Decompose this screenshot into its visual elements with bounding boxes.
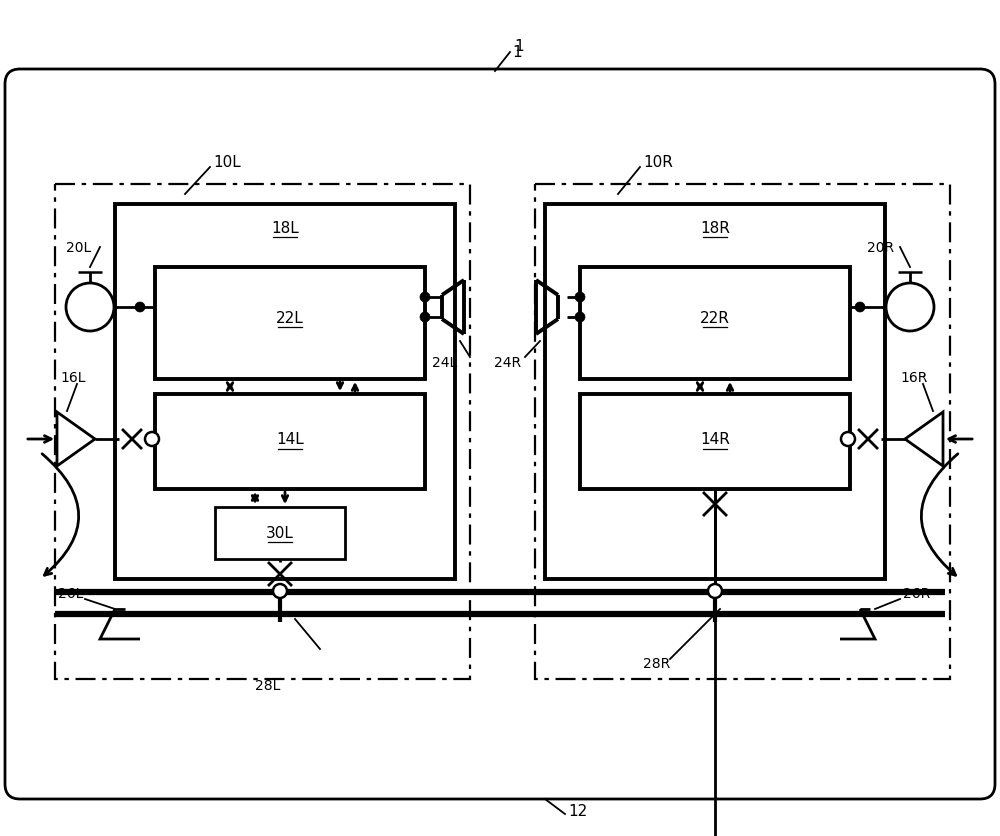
Circle shape [575, 313, 585, 323]
Text: 14R: 14R [700, 432, 730, 447]
Polygon shape [905, 412, 943, 466]
Text: 24L: 24L [432, 355, 457, 370]
Circle shape [575, 293, 585, 303]
Text: 10L: 10L [213, 155, 241, 170]
Text: 22L: 22L [276, 310, 304, 325]
FancyArrowPatch shape [921, 454, 958, 575]
Circle shape [886, 283, 934, 332]
FancyArrowPatch shape [42, 454, 79, 575]
Text: 20R: 20R [867, 241, 894, 255]
Text: 16L: 16L [60, 370, 86, 385]
FancyBboxPatch shape [5, 70, 995, 799]
Text: 24R: 24R [494, 355, 521, 370]
Circle shape [841, 432, 855, 446]
Bar [55, 185, 470, 679]
Text: 1: 1 [514, 39, 524, 54]
Text: 1: 1 [512, 44, 522, 59]
Bar [545, 205, 885, 579]
Text: 28R: 28R [643, 656, 670, 670]
Text: 22R: 22R [700, 310, 730, 325]
Bar [580, 395, 850, 489]
Text: 16R: 16R [900, 370, 927, 385]
Bar [115, 205, 455, 579]
Text: 18R: 18R [700, 220, 730, 235]
Text: 26L: 26L [58, 586, 83, 600]
Text: 12: 12 [568, 803, 587, 818]
Circle shape [273, 584, 287, 599]
Text: 20L: 20L [66, 241, 91, 255]
Text: 10R: 10R [643, 155, 673, 170]
Bar [215, 507, 345, 559]
Text: 26R: 26R [903, 586, 930, 600]
Circle shape [855, 303, 865, 313]
Circle shape [708, 584, 722, 599]
Bar [580, 268, 850, 380]
Circle shape [66, 283, 114, 332]
Text: 18L: 18L [271, 220, 299, 235]
Bar [535, 185, 950, 679]
Circle shape [420, 313, 430, 323]
Polygon shape [57, 412, 95, 466]
Bar [155, 268, 425, 380]
Circle shape [420, 293, 430, 303]
Text: 28L: 28L [255, 678, 280, 692]
Circle shape [145, 432, 159, 446]
Bar [155, 395, 425, 489]
Text: 30L: 30L [266, 525, 294, 540]
Text: 14L: 14L [276, 432, 304, 447]
Circle shape [135, 303, 145, 313]
